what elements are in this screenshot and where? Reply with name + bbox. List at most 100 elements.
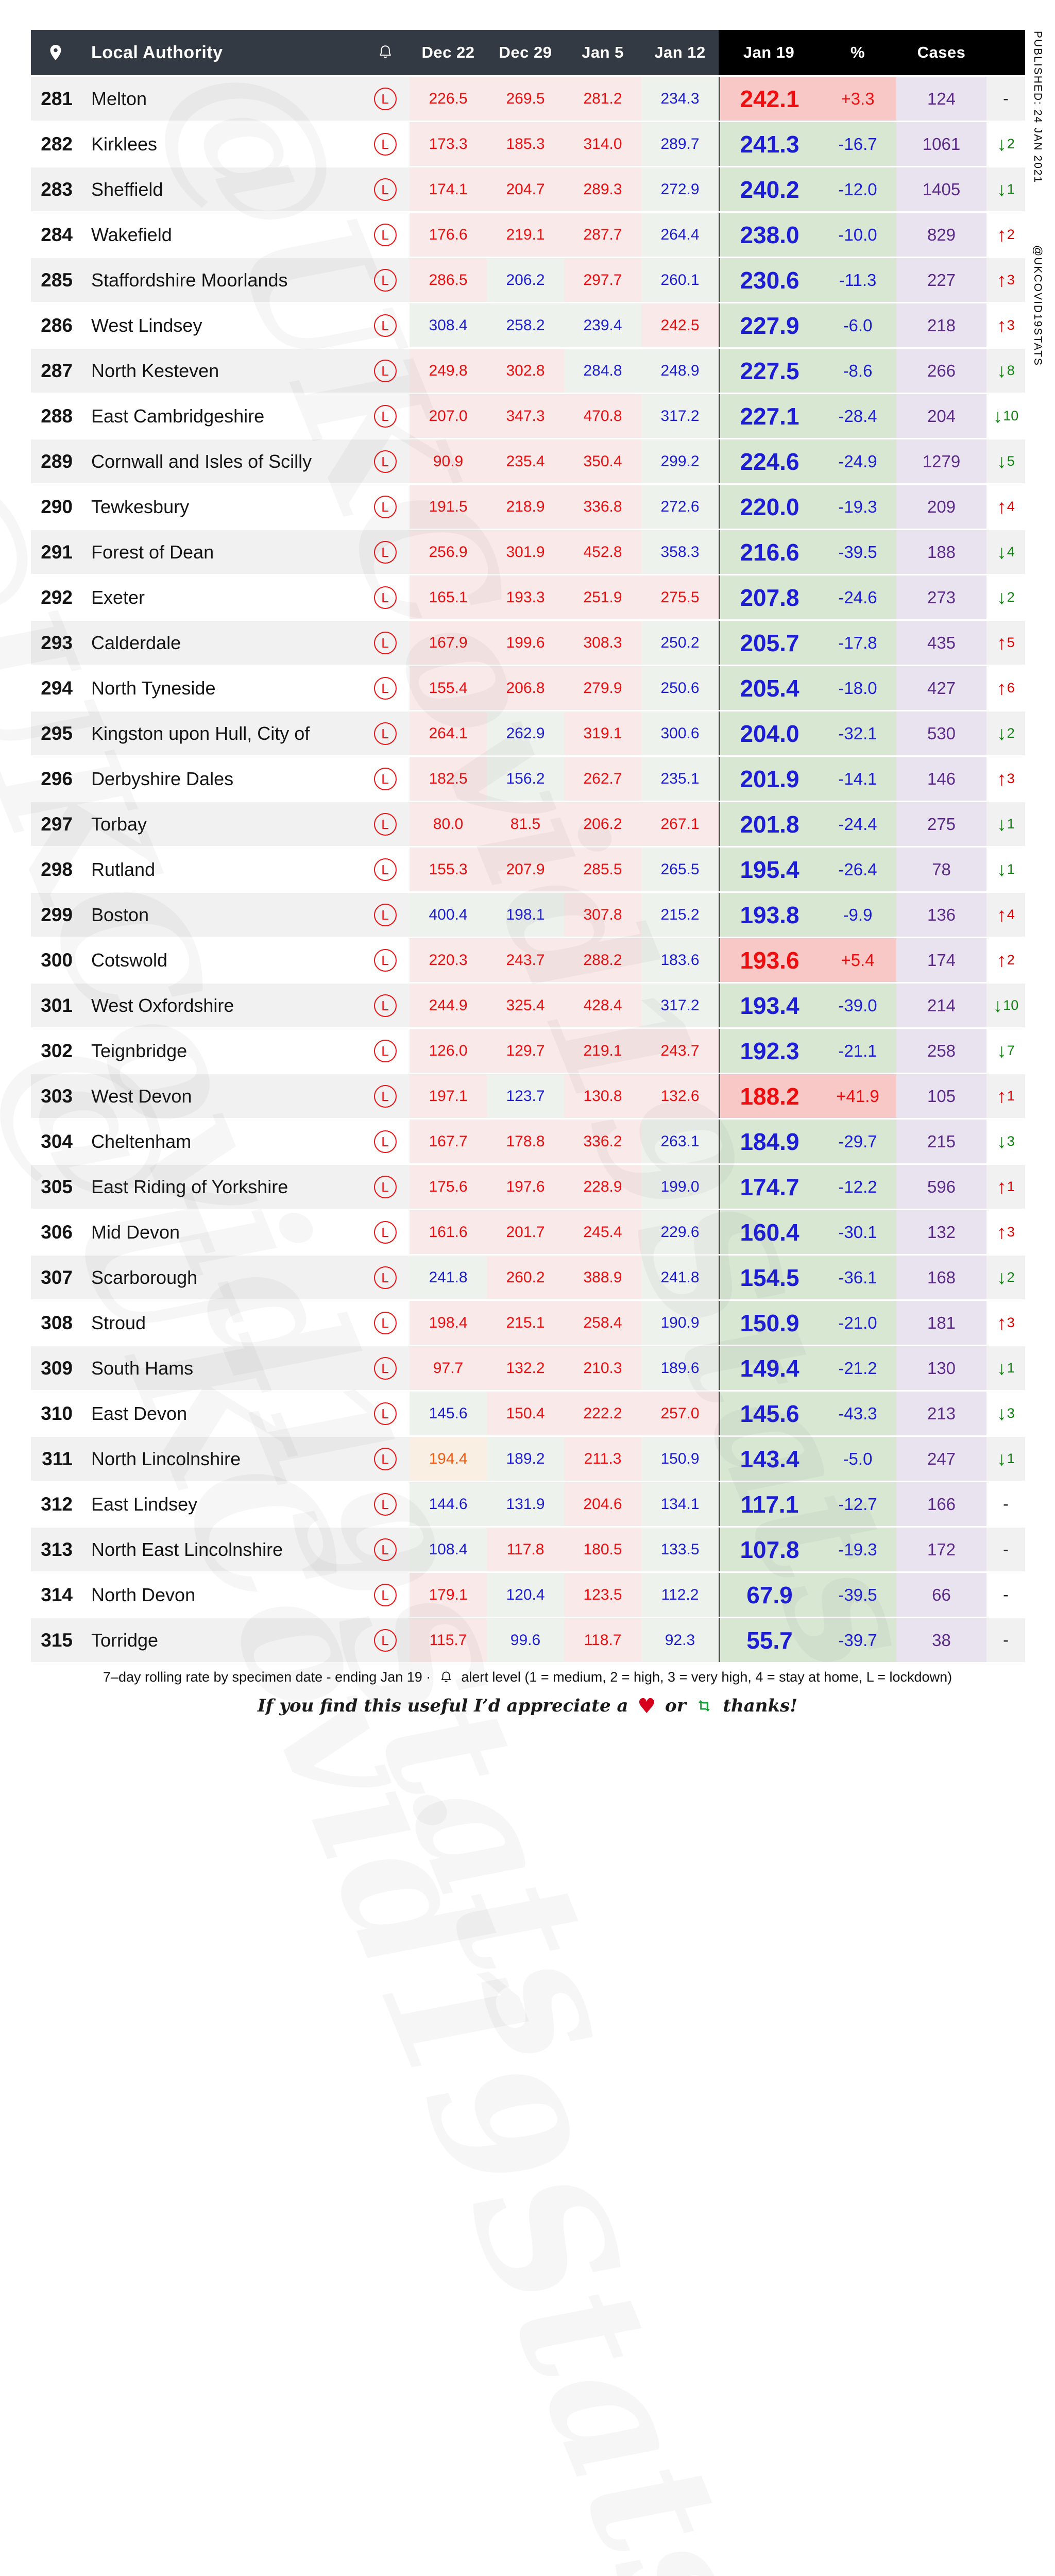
pct-change: -21.2: [819, 1346, 896, 1390]
alert-cell: L: [361, 1074, 410, 1118]
lockdown-alert-icon: L: [373, 268, 397, 292]
lockdown-alert-icon: L: [373, 540, 397, 564]
alert-level: L: [381, 453, 389, 469]
alert-cell: L: [361, 258, 410, 302]
rate-jan12: 189.6: [641, 1346, 719, 1390]
rate-dec29: 235.4: [487, 439, 564, 483]
rate-jan5: 388.9: [564, 1256, 641, 1299]
table-row: 312 East Lindsey L 144.6 131.9 204.6 134…: [31, 1481, 1025, 1526]
pct-change: -43.3: [819, 1392, 896, 1435]
alert-cell: L: [361, 1392, 410, 1435]
pct-change: -30.1: [819, 1210, 896, 1254]
lockdown-alert-icon: L: [373, 631, 397, 654]
cases-count: 124: [896, 77, 986, 121]
alert-cell: L: [361, 1346, 410, 1390]
rate-dec22: 198.4: [410, 1301, 487, 1345]
cases-count: 130: [896, 1346, 986, 1390]
rate-jan19: 205.4: [719, 666, 819, 710]
rate-dec22: 220.3: [410, 938, 487, 982]
rank: 298: [41, 858, 73, 880]
rate-jan5: 350.4: [564, 439, 641, 483]
rate-dec22: 80.0: [410, 802, 487, 846]
thanks-suffix: thanks!: [723, 1696, 798, 1716]
rate-jan5: 279.9: [564, 666, 641, 710]
table-row: 308 Stroud L 198.4 215.1 258.4 190.9 150…: [31, 1299, 1025, 1345]
lockdown-alert-icon: L: [373, 1493, 397, 1516]
rate-dec22: 167.7: [410, 1120, 487, 1163]
alert-cell: L: [361, 1573, 410, 1617]
rank-change-cell: ↓ 2: [986, 711, 1025, 755]
alert-cell: L: [361, 122, 410, 166]
footnote-before-bell: 7–day rolling rate by specimen date - en…: [103, 1669, 431, 1685]
alert-cell: L: [361, 303, 410, 347]
rate-jan5: 285.5: [564, 848, 641, 891]
rate-jan19: 193.6: [719, 938, 819, 982]
alert-cell: L: [361, 893, 410, 937]
rank-change-amount: 1: [1007, 861, 1015, 877]
rank-change-cell: ↑ 3: [986, 303, 1025, 347]
rate-jan5: 287.7: [564, 213, 641, 257]
rate-dec22: 241.8: [410, 1256, 487, 1299]
rate-jan19: 216.6: [719, 530, 819, 574]
rank: 300: [41, 949, 73, 971]
alert-level: L: [381, 499, 389, 515]
alert-level: L: [381, 544, 389, 560]
table-row: 293 Calderdale L 167.9 199.6 308.3 250.2…: [31, 619, 1025, 665]
table-row: 292 Exeter L 165.1 193.3 251.9 275.5 207…: [31, 574, 1025, 619]
authority-name: West Lindsey: [91, 314, 202, 336]
authority-name: West Devon: [91, 1085, 192, 1107]
rank-up-icon: ↑: [997, 315, 1007, 336]
cases-count: 215: [896, 1120, 986, 1163]
column-header-local-authority: Local Authority: [91, 42, 223, 62]
rate-dec22: 176.6: [410, 213, 487, 257]
rank-change-amount: 2: [1007, 725, 1015, 741]
rank: 285: [41, 269, 73, 291]
rate-jan5: 314.0: [564, 122, 641, 166]
rank: 284: [41, 224, 73, 245]
rate-jan19: 67.9: [719, 1573, 819, 1617]
rank-change-amount: 2: [1007, 1269, 1015, 1285]
alert-cell: L: [361, 213, 410, 257]
cases-count: 1061: [896, 122, 986, 166]
rank-change-amount: 10: [1003, 408, 1019, 423]
rank-change-cell: ↑ 5: [986, 621, 1025, 665]
pct-change: -26.4: [819, 848, 896, 891]
lockdown-alert-icon: L: [373, 359, 397, 382]
rate-jan12: 132.6: [641, 1074, 719, 1118]
column-header-pct: %: [850, 43, 865, 61]
cases-count: 596: [896, 1165, 986, 1209]
rank: 291: [41, 541, 73, 563]
rank-change-cell: ↓ 1: [986, 1437, 1025, 1481]
cases-count: 214: [896, 984, 986, 1027]
rank-down-icon: ↓: [997, 179, 1007, 200]
cases-count: 38: [896, 1618, 986, 1662]
rate-jan19: 149.4: [719, 1346, 819, 1390]
lockdown-alert-icon: L: [373, 404, 397, 428]
rank-change-cell: -: [1003, 89, 1009, 108]
rank-change-cell: ↓ 2: [986, 122, 1025, 166]
rank-change-cell: ↑ 2: [986, 938, 1025, 982]
cases-count: 213: [896, 1392, 986, 1435]
alert-cell: L: [361, 1437, 410, 1481]
alert-level: L: [381, 408, 389, 424]
rank: 314: [41, 1584, 73, 1605]
cases-count: 168: [896, 1256, 986, 1299]
rank-change-amount: 4: [1007, 499, 1015, 514]
rank: 289: [41, 450, 73, 472]
rate-dec22: 400.4: [410, 893, 487, 937]
rank-change-cell: ↑ 2: [986, 213, 1025, 257]
rank-down-icon: ↓: [997, 814, 1007, 835]
rate-jan12: 317.2: [641, 984, 719, 1027]
bell-icon: [441, 1671, 451, 1682]
rate-dec29: 302.8: [487, 349, 564, 393]
rank: 288: [41, 405, 73, 427]
rate-jan19: 184.9: [719, 1120, 819, 1163]
lockdown-alert-icon: L: [373, 1538, 397, 1561]
rank-change-cell: ↓ 1: [986, 848, 1025, 891]
rate-dec29: 219.1: [487, 213, 564, 257]
rate-jan12: 289.7: [641, 122, 719, 166]
lockdown-alert-icon: L: [373, 586, 397, 609]
rate-jan5: 204.6: [564, 1482, 641, 1526]
pct-change: -17.8: [819, 621, 896, 665]
rate-dec22: 286.5: [410, 258, 487, 302]
